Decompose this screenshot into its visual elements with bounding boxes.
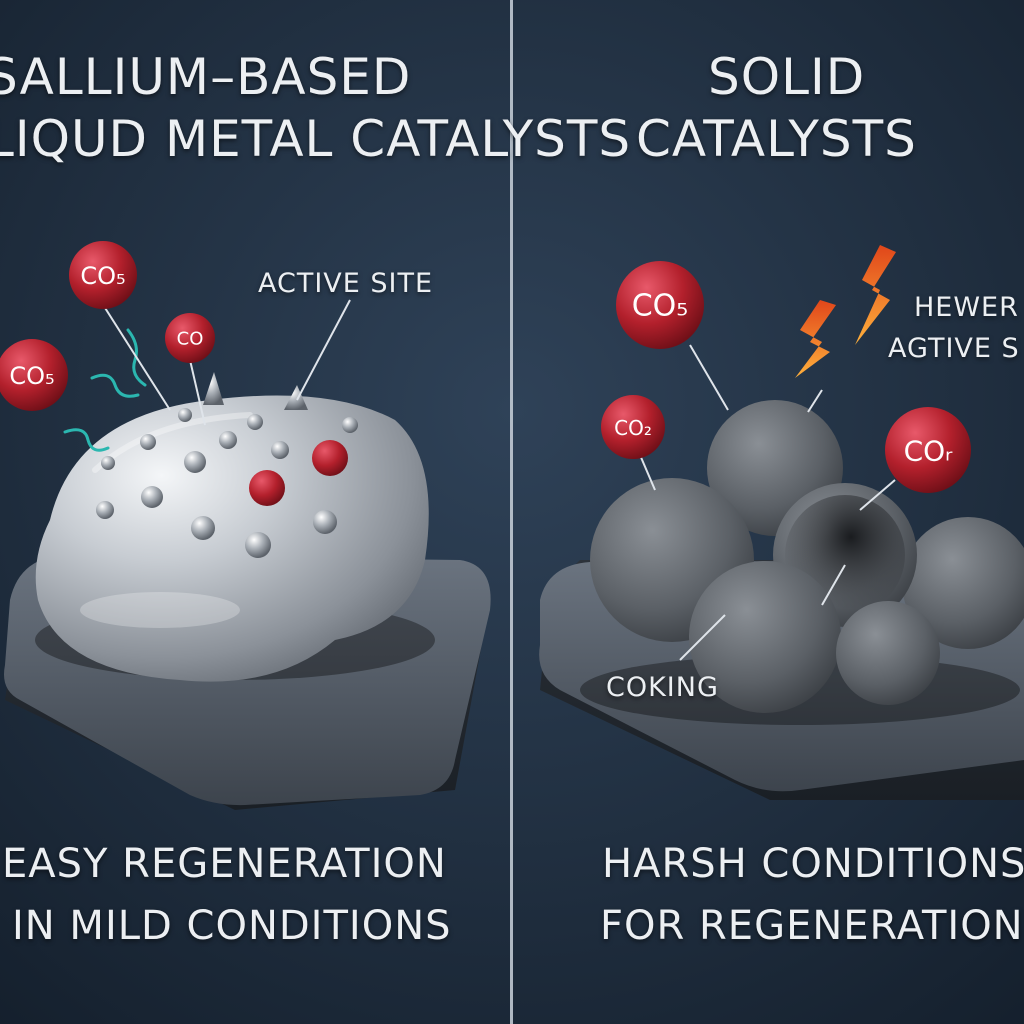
left-pointer-lines [99, 299, 351, 426]
adsorbed-molecule-a [249, 470, 285, 506]
spike-icon [203, 372, 308, 410]
surface-sites [96, 408, 358, 558]
swirl-icon [63, 328, 147, 452]
molecule-co5-left-a: CO₅ [69, 241, 137, 309]
left-heading-line-2: LIQUD METAL CATALYSTS [0, 110, 632, 168]
left-caption-line-2: IN MILD CONDITIONS [12, 903, 452, 949]
svg-text:CO₂: CO₂ [614, 416, 652, 440]
molecule-cor-right: COᵣ [885, 407, 971, 493]
right-pointer-lines [639, 344, 896, 661]
svg-text:CO: CO [177, 329, 204, 350]
molecule-co-left: CO [165, 313, 215, 363]
svg-text:CO₅: CO₅ [632, 289, 689, 324]
fewer-active-sites-label-line-1: HEWER C [914, 292, 1024, 323]
svg-text:CO₅: CO₅ [9, 362, 54, 390]
svg-text:CO₅: CO₅ [80, 262, 125, 290]
left-caption-line-1: EASY REGENERATION [2, 841, 447, 887]
solid-particle-icon [580, 400, 1024, 725]
molecule-co5-left-b: CO₅ [0, 339, 68, 411]
right-caption-line-1: HARSH CONDITIONS [602, 841, 1024, 887]
flame-icon [795, 245, 896, 378]
right-heading-line-1: SOLID [708, 48, 866, 106]
coking-label: COKING [606, 672, 719, 703]
adsorbed-molecule-b [312, 440, 348, 476]
molecule-co5-right: CO₅ [616, 261, 704, 349]
svg-text:COᵣ: COᵣ [904, 435, 954, 468]
right-caption-line-2: FOR REGENERATION [600, 903, 1024, 949]
panel-divider [510, 0, 513, 1024]
active-site-label: ACTIVE SITE [258, 268, 434, 299]
fewer-active-sites-label-line-2: AGTIVE S [888, 333, 1020, 364]
right-heading-line-2: CATALYSTS [636, 110, 917, 168]
molecule-co2-right: CO₂ [601, 395, 665, 459]
left-heading-line-1: SALLIUM–BASED [0, 48, 412, 106]
